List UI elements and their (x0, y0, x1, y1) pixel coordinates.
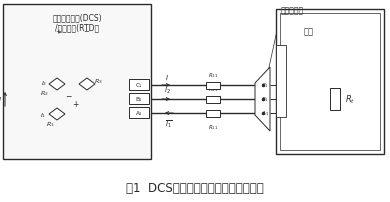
Bar (276, 10, 384, 154)
Bar (280, 14, 380, 150)
Bar (129, 80, 149, 90)
Text: −: − (65, 92, 71, 101)
Text: $I$: $I$ (0, 95, 2, 104)
Text: $R_3$: $R_3$ (94, 77, 102, 86)
Text: /热电阻卡(RTD）: /热电阻卡(RTD） (55, 23, 99, 32)
Text: $R_{11}$: $R_{11}$ (208, 85, 218, 94)
Text: B₁: B₁ (136, 97, 142, 102)
Text: 分散控制系统(DCS): 分散控制系统(DCS) (52, 13, 102, 22)
Text: 现场: 现场 (303, 27, 314, 36)
Text: $R_{11}$: $R_{11}$ (208, 71, 218, 80)
Bar (206, 96, 220, 103)
Text: $\overline{I_1}$: $\overline{I_1}$ (165, 118, 173, 130)
Bar (129, 107, 149, 118)
Text: $R_{11}$: $R_{11}$ (208, 122, 218, 131)
Bar (206, 82, 220, 89)
Text: $C_1$: $C_1$ (261, 81, 269, 90)
Text: $I_2$: $I_2$ (164, 85, 170, 96)
Text: +: + (55, 29, 61, 35)
Text: −: − (83, 29, 89, 35)
Bar (3, 5, 151, 159)
Text: +: + (72, 100, 78, 109)
Text: $R_t$: $R_t$ (346, 93, 356, 106)
Text: $R_2$: $R_2$ (40, 89, 48, 98)
Bar (129, 94, 149, 104)
Text: 本体接线盒: 本体接线盒 (281, 6, 304, 15)
Text: $I_1$: $I_1$ (40, 111, 46, 120)
Bar (276, 46, 286, 117)
Bar (330, 88, 340, 110)
Text: $I_2$: $I_2$ (41, 79, 47, 88)
Polygon shape (49, 108, 65, 120)
Text: $R_1$: $R_1$ (46, 120, 54, 129)
Polygon shape (255, 68, 270, 131)
Text: $A_1$: $A_1$ (261, 109, 269, 118)
Polygon shape (79, 79, 95, 90)
Polygon shape (49, 79, 65, 90)
Text: A₁: A₁ (136, 111, 142, 116)
Text: $B_1$: $B_1$ (261, 95, 269, 104)
Text: $I$: $I$ (165, 73, 169, 82)
Text: C₁: C₁ (136, 83, 142, 88)
Text: 图1  DCS三线制热电阻测量标准接线图: 图1 DCS三线制热电阻测量标准接线图 (126, 181, 264, 194)
Bar (206, 110, 220, 117)
